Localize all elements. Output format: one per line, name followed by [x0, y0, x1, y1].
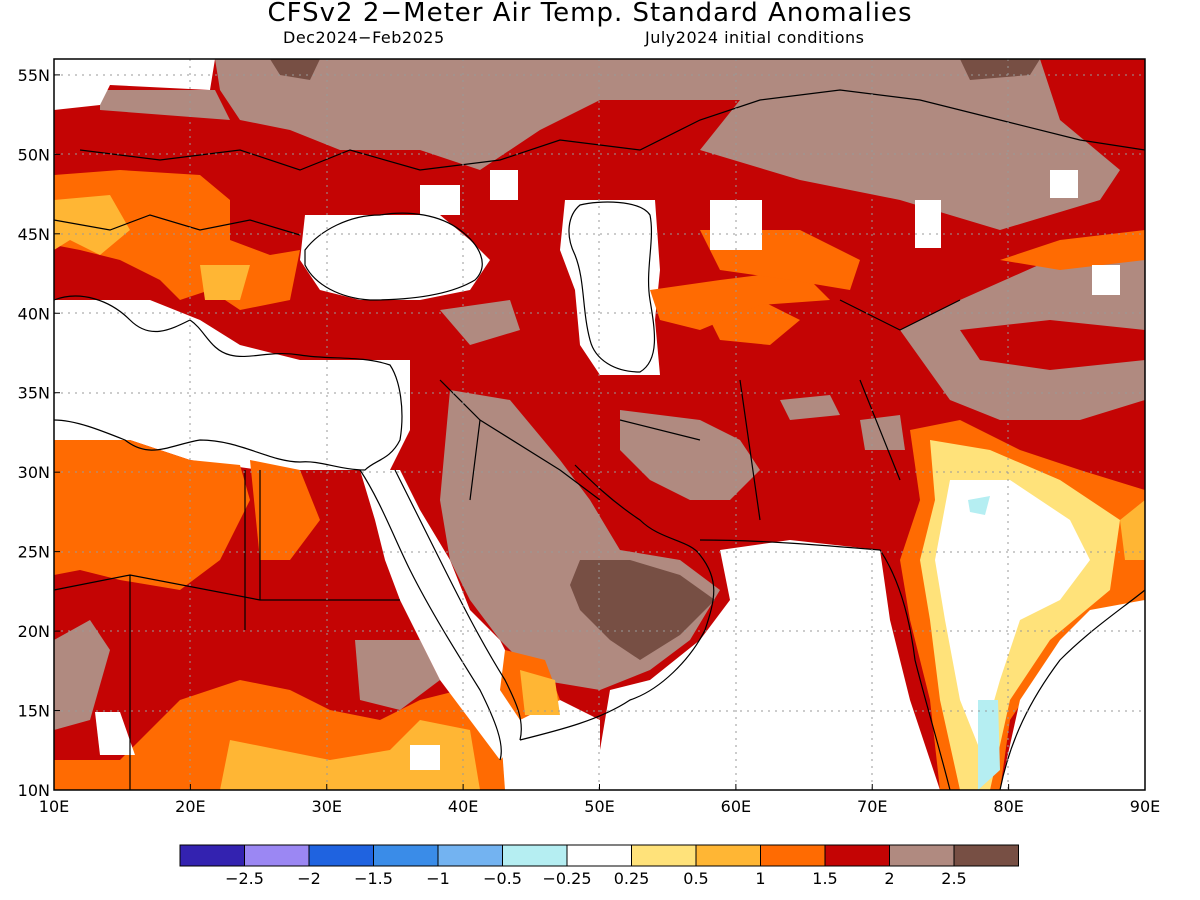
caspian-area — [560, 200, 660, 375]
legend-swatch — [179, 844, 245, 867]
grid-lines — [54, 59, 1145, 790]
black-sea-coastline — [304, 212, 483, 301]
x-tick-label: 90E — [1130, 797, 1160, 816]
legend-label: −0.5 — [483, 869, 522, 888]
season-subtitle: Dec2024−Feb2025 — [283, 28, 445, 47]
black-sea-area — [300, 215, 490, 300]
anomaly-orange-turan — [650, 270, 830, 330]
india-east-coast — [999, 589, 1146, 791]
legend-swatch — [566, 844, 632, 867]
mediterranean-coastline — [53, 295, 403, 471]
asia-borders — [439, 299, 961, 521]
legend-label: −1 — [426, 869, 450, 888]
arabia-south-coast — [519, 464, 715, 741]
red-sea-area — [360, 470, 520, 760]
x-tick-label: 10E — [39, 797, 69, 816]
y-tick-label: 50N — [18, 145, 50, 164]
y-tick-label: 20N — [18, 622, 50, 641]
legend-swatch — [824, 844, 890, 867]
legend-swatch — [760, 844, 826, 867]
red-sea-coast-west — [359, 469, 502, 761]
y-tick-label: 40N — [18, 304, 50, 323]
africa-borders — [53, 470, 400, 790]
x-tick-label: 80E — [993, 797, 1023, 816]
y-tick-label: 35N — [18, 384, 50, 403]
legend-label: 0.5 — [683, 869, 709, 888]
iran-pakistan-india-coast — [699, 539, 951, 791]
legend-label: −2 — [297, 869, 321, 888]
arabian-sea-area — [560, 540, 940, 790]
y-tick-label: 55N — [18, 66, 50, 85]
legend-swatch — [631, 844, 697, 867]
legend-swatch — [373, 844, 439, 867]
legend-label: −1.5 — [354, 869, 393, 888]
y-axis: 55N 50N 45N 40N 35N 30N 25N 20N 15N 10N — [18, 66, 60, 800]
x-tick-label: 20E — [175, 797, 205, 816]
x-tick-label: 60E — [721, 797, 751, 816]
mediterranean-area — [54, 300, 410, 470]
legend-label: 1 — [755, 869, 766, 888]
red-sea-coast-east — [394, 469, 522, 741]
legend-label: 2.5 — [941, 869, 967, 888]
legend-swatch — [889, 844, 955, 867]
legend-label: 1.5 — [812, 869, 838, 888]
x-axis: 10E 20E 30E 40E 50E 60E 70E 80E 90E — [39, 784, 1160, 816]
y-tick-label: 10N — [18, 781, 50, 800]
y-tick-label: 15N — [18, 702, 50, 721]
chart-title: CFSv2 2−Meter Air Temp. Standard Anomali… — [267, 0, 913, 28]
anomaly-brown-northeast — [700, 59, 1120, 230]
legend-label: −0.25 — [542, 869, 592, 888]
coastlines — [53, 89, 1146, 791]
legend-swatch — [953, 844, 1019, 867]
anomaly-brown-north — [215, 59, 740, 170]
caspian-coastline — [568, 201, 655, 373]
legend-label: −2.5 — [225, 869, 264, 888]
legend-swatch — [308, 844, 374, 867]
legend-swatch — [437, 844, 503, 867]
initial-conditions-subtitle: July2024 initial conditions — [645, 28, 865, 47]
northern-borders — [79, 89, 1146, 171]
color-legend — [179, 844, 1019, 867]
legend-label: 0.25 — [613, 869, 650, 888]
legend-swatch — [244, 844, 310, 867]
anomaly-neutral-india — [935, 480, 1090, 750]
legend-label: 2 — [884, 869, 895, 888]
x-tick-label: 70E — [857, 797, 887, 816]
y-tick-label: 25N — [18, 543, 50, 562]
legend-swatch — [502, 844, 568, 867]
anomaly-brown-iran — [620, 410, 760, 500]
anomaly-fill-layer — [54, 59, 1145, 790]
y-tick-label: 30N — [18, 463, 50, 482]
legend-swatch — [695, 844, 761, 867]
anomaly-darkbrown-arabia — [570, 560, 715, 660]
y-tick-label: 45N — [18, 225, 50, 244]
x-tick-label: 40E — [448, 797, 478, 816]
x-tick-label: 50E — [584, 797, 614, 816]
x-tick-label: 30E — [312, 797, 342, 816]
europe-borders — [53, 214, 301, 236]
